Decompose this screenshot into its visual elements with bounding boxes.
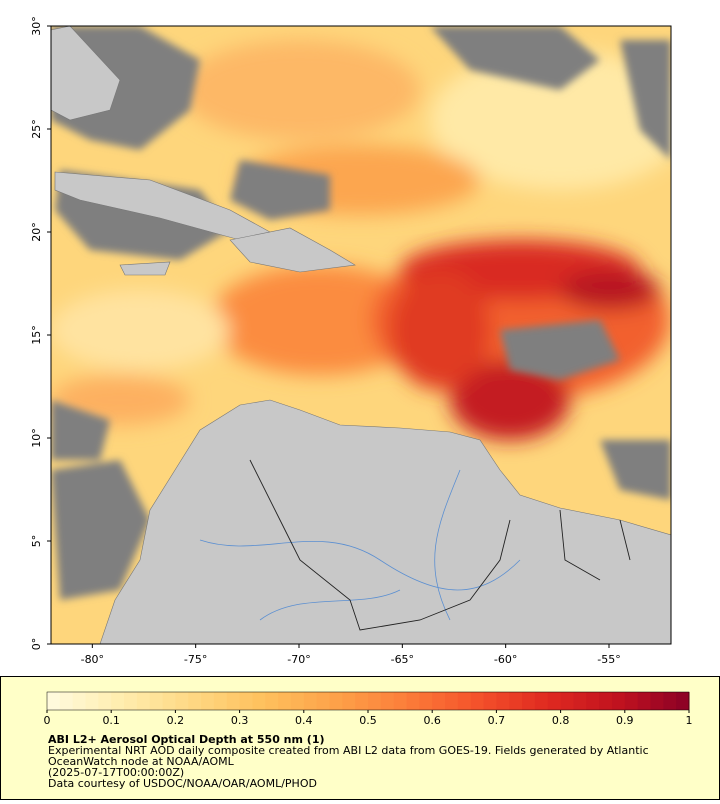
caption-line: Experimental NRT AOD daily composite cre…	[48, 744, 649, 757]
colorbar-tick-label: 0.6	[423, 714, 441, 727]
colorbar-segment	[406, 692, 420, 710]
caption-line: (2025-07-17T00:00:00Z)	[48, 766, 184, 779]
colorbar: 0 0.1 0.2 0.3 0.4 0.5 0.6 0.7 0.8 0.9 1	[44, 691, 693, 727]
colorbar-segment	[72, 692, 87, 710]
colorbar-segment	[432, 692, 446, 710]
rivers	[199, 469, 521, 621]
colorbar-segment	[650, 692, 664, 710]
colorbar-segment	[316, 692, 330, 710]
colorbar-segment	[599, 692, 613, 710]
colorbar-segment	[329, 692, 343, 710]
colorbar-segment	[445, 692, 459, 710]
colorbar-segment	[419, 692, 433, 710]
colorbar-segment	[149, 692, 164, 710]
colorbar-segment	[560, 692, 574, 710]
colorbar-segment	[226, 692, 241, 710]
colorbar-segment	[111, 692, 125, 710]
colorbar-segment	[136, 692, 151, 710]
colorbar-segment	[59, 692, 74, 710]
colorbar-segment	[213, 692, 228, 710]
colorbar-segment	[547, 692, 562, 710]
colorbar-tick-label: 0.1	[102, 714, 120, 727]
colorbar-segment	[509, 692, 523, 710]
x-tick-label: -55°	[597, 653, 620, 666]
y-tick-label: 20°	[30, 222, 43, 242]
caption-line: Data courtesy of USDOC/NOAA/OAR/AOML/PHO…	[48, 777, 317, 790]
colorbar-segment	[303, 692, 318, 710]
y-tick-label: 5°	[30, 535, 43, 548]
colorbar-segment	[188, 692, 202, 710]
caption-line: OceanWatch node at NOAA/AOML	[48, 755, 235, 768]
colorbar-tick-label: 0.8	[552, 714, 570, 727]
y-tick-label: 10°	[30, 428, 43, 448]
colorbar-segment	[483, 692, 497, 710]
colorbar-segment	[278, 692, 292, 710]
colorbar-segment	[573, 692, 587, 710]
colorbar-segment	[47, 692, 61, 710]
colorbar-segment	[496, 692, 510, 710]
colorbar-segment	[342, 692, 356, 710]
x-tick-label: -60°	[494, 653, 517, 666]
colorbar-segment	[586, 692, 600, 710]
map	[51, 26, 671, 644]
colorbar-tick-label: 1	[686, 714, 693, 727]
y-tick-label: 0°	[30, 638, 43, 651]
colorbar-tick-label: 0	[44, 714, 51, 727]
colorbar-segment	[162, 692, 176, 710]
colorbar-segment	[124, 692, 138, 710]
x-tick-label: -65°	[391, 653, 414, 666]
colorbar-segment	[393, 692, 408, 710]
colorbar-tick-label: 0.5	[359, 714, 377, 727]
colorbar-segment	[663, 692, 677, 710]
colorbar-segment	[368, 692, 382, 710]
colorbar-segment	[252, 692, 266, 710]
borders	[249, 459, 631, 631]
colorbar-segment	[470, 692, 485, 710]
colorbar-segment	[98, 692, 112, 710]
colorbar-segment	[355, 692, 369, 710]
colorbar-segment	[85, 692, 99, 710]
colorbar-segment	[534, 692, 549, 710]
axes: -80° -75° -70° -65° -60° -55° 0° 5° 10° 15° 20° 25°…	[30, 16, 621, 666]
x-tick-label: -70°	[287, 653, 310, 666]
x-tick-label: -75°	[184, 653, 207, 666]
land	[51, 26, 671, 644]
colorbar-segment	[175, 692, 189, 710]
colorbar-tick-label: 0.9	[616, 714, 634, 727]
colorbar-segment	[380, 692, 395, 710]
colorbar-segment	[290, 692, 305, 710]
y-tick-label: 25°	[30, 119, 43, 139]
colorbar-segment	[637, 692, 651, 710]
colorbar-segment	[624, 692, 639, 710]
colorbar-tick-label: 0.7	[488, 714, 506, 727]
colorbar-tick-label: 0.2	[167, 714, 185, 727]
colorbar-segment	[457, 692, 472, 710]
colorbar-segment	[239, 692, 253, 710]
caption-title: ABI L2+ Aerosol Optical Depth at 550 nm …	[48, 733, 325, 746]
colorbar-segment	[265, 692, 279, 710]
colorbar-segment	[611, 692, 626, 710]
colorbar-segment	[201, 692, 215, 710]
colorbar-segment	[522, 692, 536, 710]
y-tick-label: 30°	[30, 16, 43, 36]
x-tick-label: -80°	[81, 653, 104, 666]
colorbar-tick-label: 0.3	[231, 714, 249, 727]
y-tick-label: 15°	[30, 325, 43, 345]
colorbar-segment	[676, 692, 690, 710]
colorbar-tick-label: 0.4	[295, 714, 313, 727]
